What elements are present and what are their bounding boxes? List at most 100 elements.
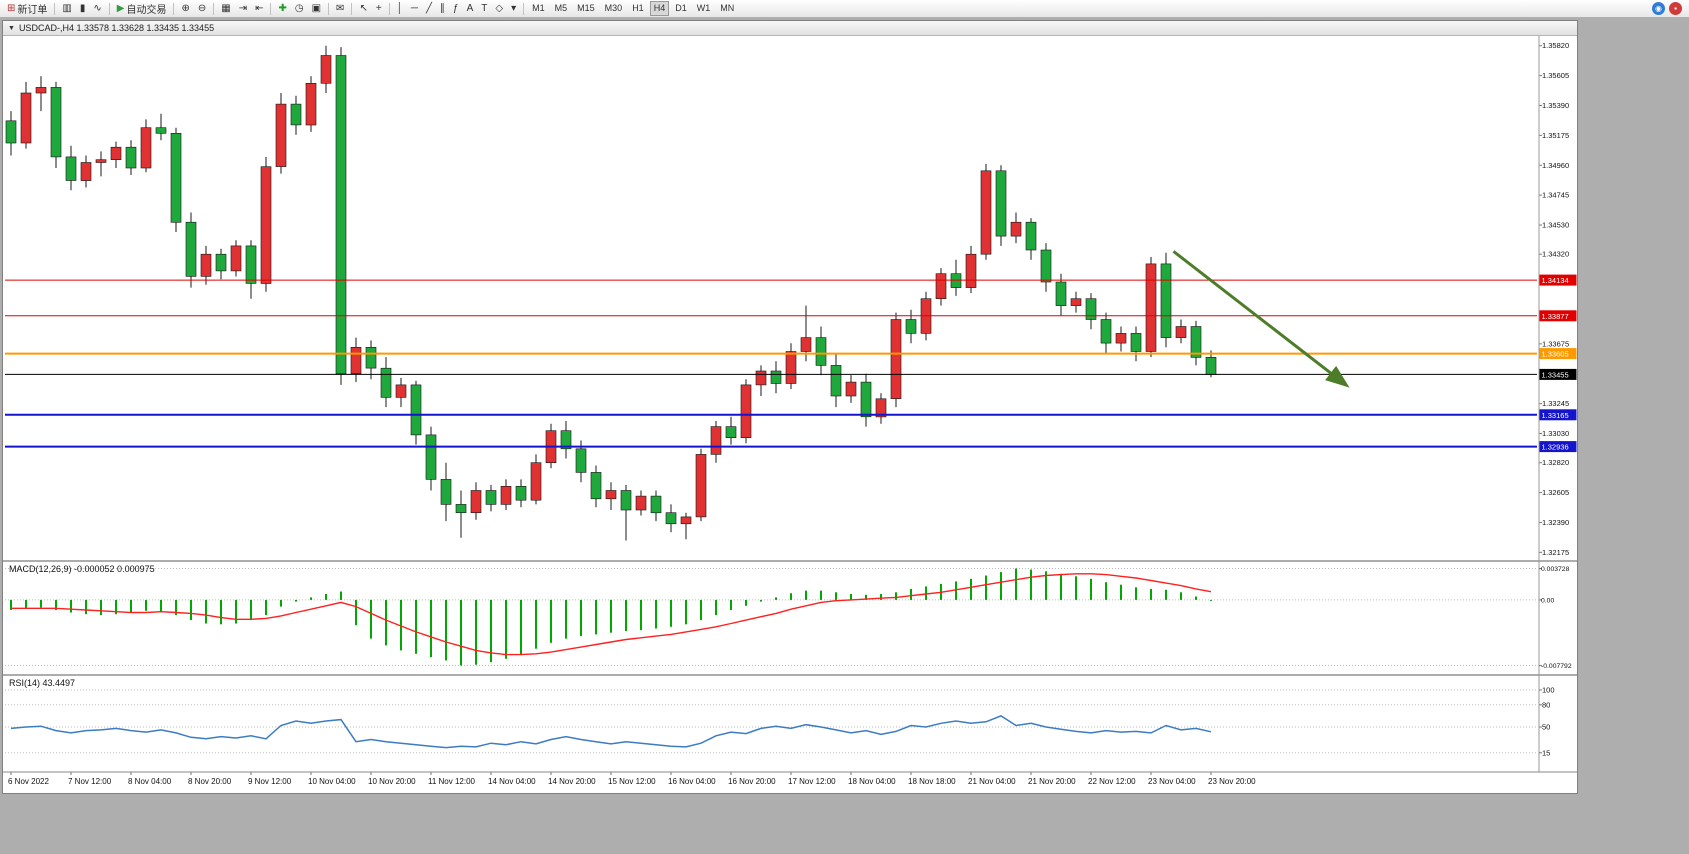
svg-text:1.34745: 1.34745 xyxy=(1542,191,1569,200)
svg-text:1.34320: 1.34320 xyxy=(1542,250,1569,259)
svg-text:1.32820: 1.32820 xyxy=(1542,458,1569,467)
svg-text:14 Nov 20:00: 14 Nov 20:00 xyxy=(548,777,596,786)
cursor-icon[interactable]: ↖ xyxy=(355,0,371,17)
timeframe-m5-button[interactable]: M5 xyxy=(554,3,568,13)
toolbar-separator xyxy=(173,2,175,15)
chart-candles-icon[interactable]: ▮ xyxy=(76,0,90,17)
crosshair-icon[interactable]: + xyxy=(372,0,386,17)
timeframe-h1-button[interactable]: H1 xyxy=(632,3,644,13)
crosshair-icon: + xyxy=(375,2,382,14)
chart-shift-icon[interactable]: ⇤ xyxy=(251,0,267,17)
svg-text:15: 15 xyxy=(1542,748,1550,757)
toolbar-separator xyxy=(270,2,272,15)
horizontal-line-icon[interactable]: ─ xyxy=(407,0,422,17)
svg-text:1.33675: 1.33675 xyxy=(1542,339,1569,348)
zoom-in-icon[interactable]: ⊕ xyxy=(177,0,193,17)
toolbar-separator xyxy=(328,2,330,15)
svg-text:1.35390: 1.35390 xyxy=(1542,101,1569,110)
svg-text:-0.007792: -0.007792 xyxy=(1541,663,1572,670)
autotrade-icon: ▶ xyxy=(116,2,125,14)
svg-text:1.33030: 1.33030 xyxy=(1542,429,1569,438)
timeframe-mn-button[interactable]: MN xyxy=(720,3,735,13)
indicators-add-icon: ✚ xyxy=(278,2,287,14)
chart-line-icon: ∿ xyxy=(93,2,102,14)
svg-text:21 Nov 20:00: 21 Nov 20:00 xyxy=(1028,777,1076,786)
svg-text:22 Nov 12:00: 22 Nov 12:00 xyxy=(1088,777,1136,786)
timeframe-m30-button[interactable]: M30 xyxy=(604,3,623,13)
fibonacci-icon[interactable]: ƒ xyxy=(449,0,463,17)
trendline-icon[interactable]: ╱ xyxy=(422,0,436,17)
promo-icon[interactable]: ▪ xyxy=(1669,2,1682,15)
svg-text:50: 50 xyxy=(1542,723,1550,732)
periods-dropdown-icon[interactable]: ◷ xyxy=(291,0,308,17)
chart-plot[interactable]: 1.35820 1.35605 1.35390 1.35175 1.34960 1.347… xyxy=(3,36,1577,798)
chart-title: USDCAD-,H4 1.33578 1.33628 1.33435 1.334… xyxy=(18,23,215,33)
svg-text:10 Nov 04:00: 10 Nov 04:00 xyxy=(308,777,356,786)
vertical-line-icon[interactable]: │ xyxy=(393,0,407,17)
tile-windows-icon[interactable]: ▦ xyxy=(217,0,234,17)
timeframe-w1-button[interactable]: W1 xyxy=(696,3,711,13)
arrows-dropdown-icon: ▾ xyxy=(511,2,517,14)
svg-text:1.33455: 1.33455 xyxy=(1542,370,1569,379)
timeframe-m15-button[interactable]: M15 xyxy=(577,3,595,13)
cursor-icon: ↖ xyxy=(359,2,368,14)
vertical-line-icon: │ xyxy=(396,2,403,14)
svg-text:10 Nov 20:00: 10 Nov 20:00 xyxy=(368,777,416,786)
timeframe-d1-button[interactable]: D1 xyxy=(675,3,687,13)
svg-text:1.33245: 1.33245 xyxy=(1542,399,1569,408)
toolbar-separator xyxy=(351,2,353,15)
label-icon[interactable]: T xyxy=(477,0,491,17)
svg-text:1.35175: 1.35175 xyxy=(1542,131,1569,140)
shapes-icon[interactable]: ◇ xyxy=(491,0,507,17)
chart-bars-icon[interactable]: ▥ xyxy=(58,0,75,17)
svg-text:16 Nov 20:00: 16 Nov 20:00 xyxy=(728,777,776,786)
timeframe-h4-button[interactable]: H4 xyxy=(649,1,670,16)
svg-text:1.32936: 1.32936 xyxy=(1542,443,1569,452)
auto-scroll-icon: ⇥ xyxy=(238,2,248,14)
alerts-icon[interactable]: ✉ xyxy=(332,0,348,17)
svg-text:15 Nov 12:00: 15 Nov 12:00 xyxy=(608,777,656,786)
channel-icon[interactable]: ∥ xyxy=(436,0,449,17)
new-order-button[interactable]: ⊞ 新订单 xyxy=(3,0,51,17)
chart-collapse-icon[interactable]: ▼ xyxy=(8,24,15,32)
svg-text:17 Nov 12:00: 17 Nov 12:00 xyxy=(788,777,836,786)
svg-text:18 Nov 18:00: 18 Nov 18:00 xyxy=(908,777,956,786)
svg-text:21 Nov 04:00: 21 Nov 04:00 xyxy=(968,777,1016,786)
chart-line-icon[interactable]: ∿ xyxy=(89,0,105,17)
toolbar-separator xyxy=(108,2,110,15)
svg-text:8 Nov 04:00: 8 Nov 04:00 xyxy=(128,777,172,786)
autotrade-button[interactable]: ▶ 自动交易 xyxy=(113,0,171,17)
chart-candles-icon: ▮ xyxy=(79,2,86,14)
shapes-icon: ◇ xyxy=(495,2,504,14)
svg-text:1.33877: 1.33877 xyxy=(1542,312,1569,321)
zoom-out-icon: ⊖ xyxy=(197,2,207,14)
svg-text:1.32605: 1.32605 xyxy=(1542,488,1569,497)
toolbar-separator xyxy=(388,2,390,15)
zoom-out-icon[interactable]: ⊖ xyxy=(194,0,210,17)
channel-icon: ∥ xyxy=(440,2,446,14)
templates-icon[interactable]: ▣ xyxy=(308,0,325,17)
svg-text:23 Nov 04:00: 23 Nov 04:00 xyxy=(1148,777,1196,786)
rsi-label: RSI(14) 43.4497 xyxy=(9,678,76,688)
chart-shift-icon: ⇤ xyxy=(255,2,264,14)
arrows-dropdown-icon[interactable]: ▾ xyxy=(507,0,520,17)
toolbar-separator xyxy=(54,2,56,15)
svg-text:1.35820: 1.35820 xyxy=(1542,41,1569,50)
horizontal-line-icon: ─ xyxy=(410,2,419,14)
chart-canvas[interactable]: 1.35820 1.35605 1.35390 1.35175 1.34960 1.347… xyxy=(3,36,1577,793)
text-icon[interactable]: A xyxy=(463,0,478,17)
svg-text:100: 100 xyxy=(1542,686,1555,695)
timeframe-m1-button[interactable]: M1 xyxy=(532,3,545,13)
chart-titlebar[interactable]: ▼ USDCAD-,H4 1.33578 1.33628 1.33435 1.3… xyxy=(3,21,1577,36)
svg-text:6 Nov 2022: 6 Nov 2022 xyxy=(8,777,49,786)
chart-bars-icon: ▥ xyxy=(62,2,72,14)
news-icon[interactable]: ◉ xyxy=(1652,2,1665,15)
toolbar-separator xyxy=(523,2,525,15)
toolbar-left-group: ⊞ 新订单 ▥ ▮ ∿ ▶ 自动交易 ⊕ ⊖ ▦ ⇥ ⇤ ✚ ◷ ▣ ✉ ↖ + │ ─ ╱ ∥ ƒ A T ◇ ▾ M1 M5 M15 M… xyxy=(3,0,739,17)
svg-text:18 Nov 04:00: 18 Nov 04:00 xyxy=(848,777,896,786)
svg-text:80: 80 xyxy=(1542,700,1550,709)
zoom-in-icon: ⊕ xyxy=(181,2,190,14)
auto-scroll-icon[interactable]: ⇥ xyxy=(235,0,251,17)
trendline-icon: ╱ xyxy=(426,2,433,14)
indicators-add-button[interactable]: ✚ xyxy=(274,0,290,17)
